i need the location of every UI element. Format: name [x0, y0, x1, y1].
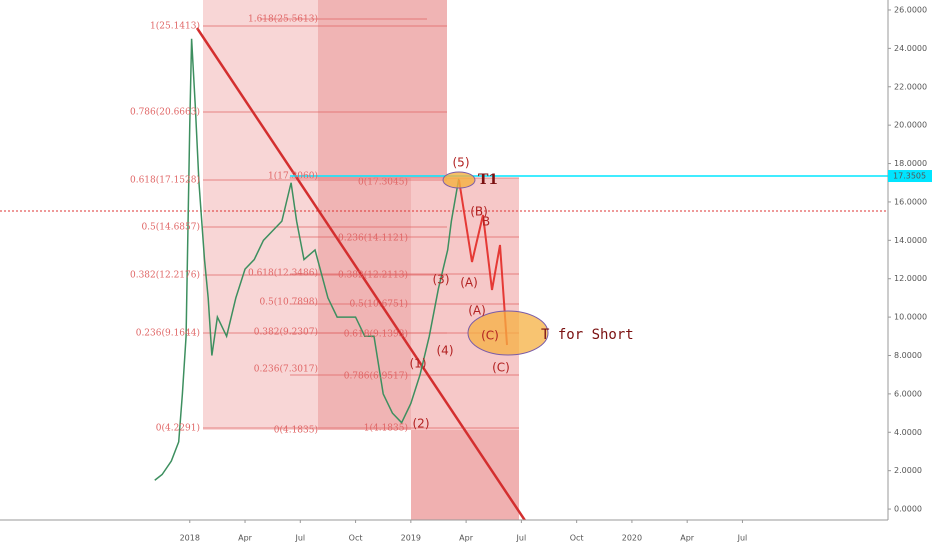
y-tick-label: 20.0000	[894, 121, 927, 130]
fib-label: 0(17.3045)	[358, 177, 408, 188]
fib-label: 1(4.1835)	[364, 423, 408, 434]
shaded-zones	[203, 0, 519, 520]
axes: 0.0000 2.0000 4.0000 6.0000 8.0000 10.0000 12.…	[180, 5, 932, 543]
plot	[154, 38, 888, 481]
y-tick-label: 14.0000	[894, 236, 927, 245]
price-series	[154, 38, 460, 481]
x-tick-label: Apr	[238, 534, 253, 543]
x-tick-label: 2019	[401, 534, 421, 543]
wave-label: (4)	[437, 344, 454, 358]
fib-label: 0.5(10.6751)	[349, 299, 408, 310]
fib-label: 0.382(12.2176)	[130, 270, 200, 281]
wave-label: (C)	[481, 329, 499, 343]
x-tick-label: Jul	[737, 534, 748, 543]
x-tick-label: Oct	[349, 534, 363, 543]
y-tick-label: 12.0000	[894, 274, 927, 283]
x-tick-label: Apr	[680, 534, 695, 543]
wave-label: (5)	[453, 156, 470, 170]
target-label: T1	[478, 172, 498, 188]
wave-label: (A)	[460, 276, 478, 290]
target-ellipse	[467, 310, 549, 356]
projection	[458, 179, 508, 346]
fib-label: 0(4.1835)	[274, 425, 318, 436]
fib-labels: 1(25.1413) 0.786(20.6663) 0.618(17.1528)…	[130, 14, 408, 436]
y-tick-label: 10.0000	[894, 313, 927, 322]
time-axis	[0, 520, 888, 550]
price-tag-label: 17.3505	[893, 172, 926, 181]
x-tick-label: Jul	[294, 534, 305, 543]
price-axis	[888, 0, 932, 520]
y-tick-label: 16.0000	[894, 197, 927, 206]
wave-label: (B)	[470, 205, 488, 219]
fib-label: 0.5(14.6857)	[141, 222, 200, 233]
fib-label: 1(17.3060)	[268, 171, 318, 182]
fib-label: 1(25.1413)	[150, 21, 200, 32]
fib-label: 0.5(10.7898)	[259, 297, 318, 308]
fib-label: 0.618(9.1393)	[344, 329, 408, 340]
wave-label: (A)	[468, 304, 486, 318]
fib-label: 0.382(12.2113)	[338, 270, 408, 281]
fib-label: 0.236(9.1644)	[136, 328, 200, 339]
x-tick-label: Apr	[459, 534, 474, 543]
fib-label: 1.618(25.5613)	[248, 14, 318, 25]
wave-label: (3)	[433, 273, 450, 287]
fib-label: 0.236(14.1121)	[338, 233, 408, 244]
y-tick-label: 22.0000	[894, 82, 927, 91]
wave-label: (2)	[413, 417, 430, 431]
y-tick-label: 6.0000	[894, 389, 922, 398]
fib-label: 0.786(20.6663)	[130, 107, 200, 118]
price-tag	[888, 170, 932, 183]
wave-label: B	[482, 215, 490, 229]
x-tick-label: Oct	[570, 534, 584, 543]
y-tick-label: 24.0000	[894, 44, 927, 53]
y-tick-label: 18.0000	[894, 159, 927, 168]
y-tick-label: 26.0000	[894, 5, 927, 14]
fib-label: 0.786(6.9517)	[344, 371, 408, 382]
fib-label: 0.618(17.1528)	[130, 175, 200, 186]
x-tick-label: 2018	[180, 534, 200, 543]
y-tick-label: 2.0000	[894, 466, 922, 475]
x-tick-label: 2020	[622, 534, 642, 543]
x-tick-label: Jul	[516, 534, 527, 543]
zone	[411, 430, 519, 520]
wave-label: (1)	[410, 357, 427, 371]
fib-label: 0.618(12.3486)	[248, 268, 318, 279]
fib-label: 0.382(9.2307)	[254, 327, 318, 338]
fib-lines	[203, 18, 519, 429]
target-ellipse	[442, 171, 476, 189]
wave-label: (C)	[492, 361, 510, 375]
fib-label: 0(4.2291)	[156, 423, 200, 434]
y-tick-label: 0.0000	[894, 505, 922, 514]
y-tick-label: 8.0000	[894, 351, 922, 360]
trendline	[195, 27, 528, 523]
fib-label: 0.236(7.3017)	[254, 364, 318, 375]
wave-labels: (5) (3) (4) (1) (2) (A) (B) B (A) (C) (C…	[410, 156, 634, 431]
target-label: T for Short	[541, 327, 634, 343]
y-tick-label: 4.0000	[894, 428, 922, 437]
